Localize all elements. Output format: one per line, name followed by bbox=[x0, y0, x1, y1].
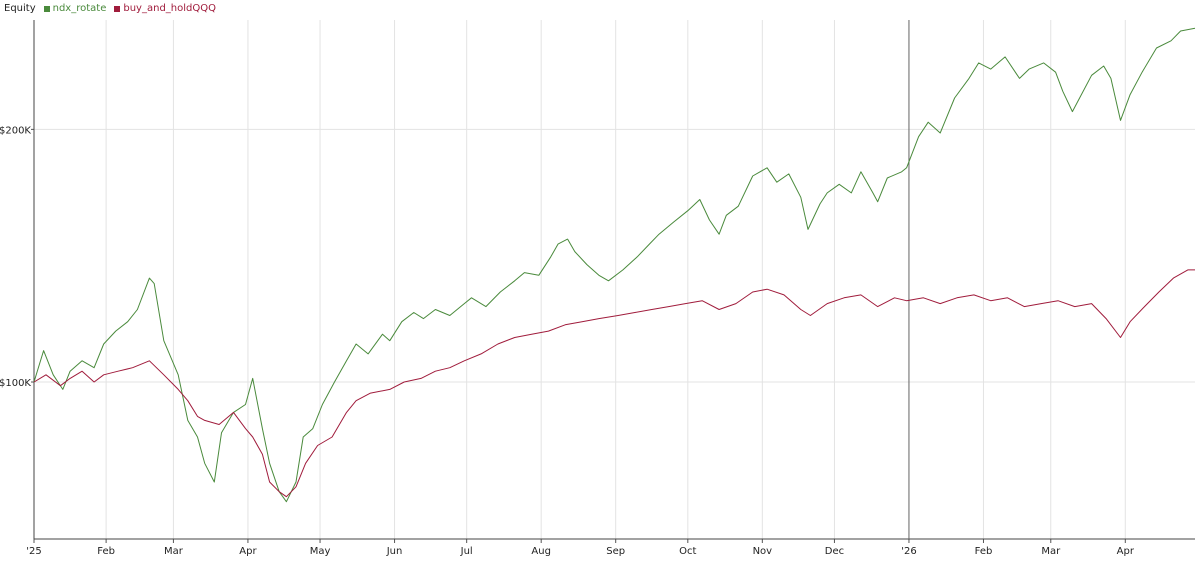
legend-swatch-ndx-rotate bbox=[43, 5, 50, 12]
y-tick-label: $100K bbox=[0, 378, 31, 389]
y-tick-label: $200K bbox=[0, 125, 31, 136]
x-tick-label: Jun bbox=[386, 546, 403, 557]
x-tick-label: Jul bbox=[460, 546, 473, 557]
y-tick-labels: $100K $200K bbox=[0, 125, 31, 389]
x-tick-label: Feb bbox=[97, 546, 115, 557]
series-line-ndx-rotate bbox=[33, 27, 1196, 503]
x-tick-label: Nov bbox=[753, 546, 773, 557]
chart-title: Equity bbox=[4, 3, 36, 14]
legend-item-buy-and-hold-qqq[interactable]: buy_and_holdQQQ bbox=[114, 3, 216, 14]
legend-swatch-buy-and-hold-qqq bbox=[114, 5, 121, 12]
legend: Equity ndx_rotate buy_and_holdQQQ bbox=[4, 3, 216, 14]
x-tick-label: '26 bbox=[901, 546, 916, 557]
x-tick-label: Feb bbox=[975, 546, 993, 557]
legend-label-ndx-rotate: ndx_rotate bbox=[52, 3, 107, 14]
x-tick-label: Mar bbox=[1041, 546, 1061, 557]
x-tick-label: Apr bbox=[239, 546, 257, 557]
x-tick-label: Aug bbox=[531, 546, 551, 557]
x-tick-label: '25 bbox=[26, 546, 41, 557]
x-tick-label: Oct bbox=[679, 546, 696, 557]
x-tick-label: May bbox=[310, 546, 331, 557]
series-line-buy-and-holdqqq bbox=[33, 269, 1195, 498]
legend-item-ndx-rotate[interactable]: ndx_rotate bbox=[43, 3, 107, 14]
x-tick-label: Mar bbox=[164, 546, 184, 557]
x-tick-labels: '25 Feb Mar Apr May Jun Jul Aug Sep Oct Nov Dec '26 F… bbox=[26, 546, 1135, 557]
grid-lines bbox=[34, 20, 1195, 539]
axes bbox=[31, 20, 1195, 543]
x-tick-label: Sep bbox=[606, 546, 625, 557]
x-tick-label: Apr bbox=[1117, 546, 1135, 557]
legend-label-buy-and-hold-qqq: buy_and_holdQQQ bbox=[123, 3, 216, 14]
series-lines bbox=[33, 27, 1196, 503]
x-tick-label: Dec bbox=[825, 546, 844, 557]
